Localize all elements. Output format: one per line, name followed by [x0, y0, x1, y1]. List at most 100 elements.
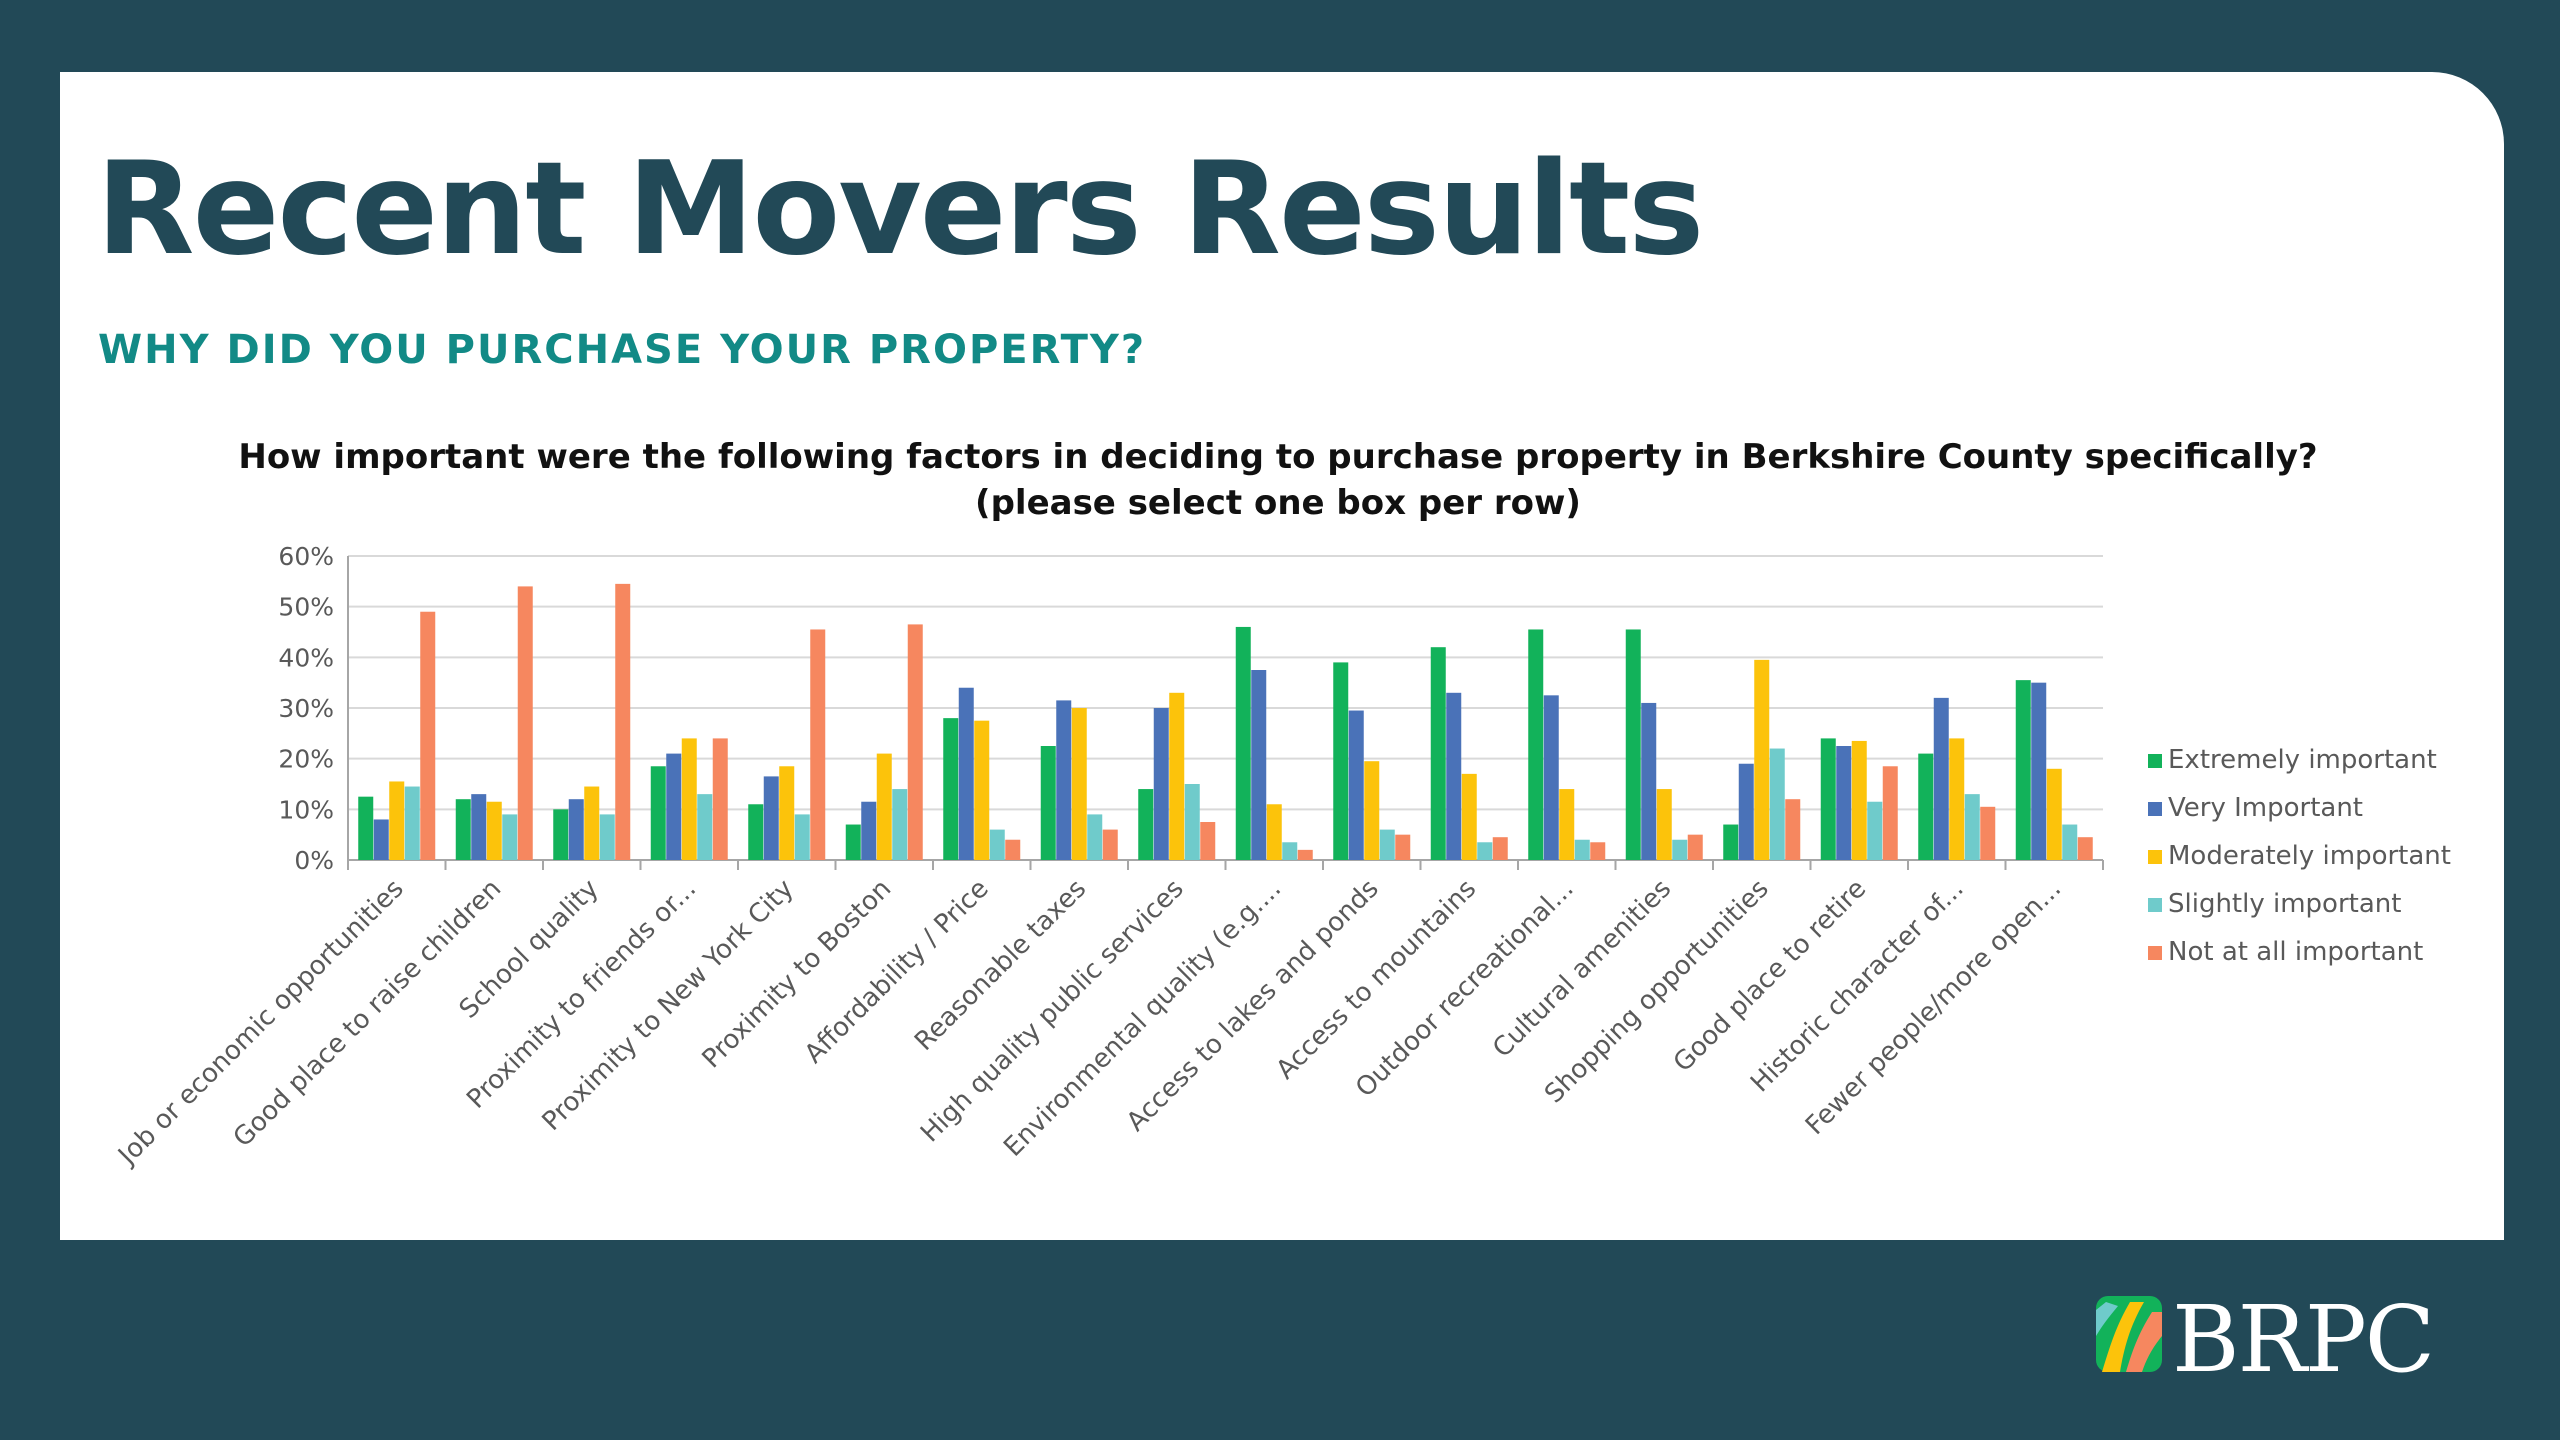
bar [615, 583, 631, 860]
chart-subtitle: (please select one box per row) [975, 483, 1581, 523]
bar [1964, 794, 1980, 860]
y-tick-label: 60% [278, 542, 334, 571]
bar [2062, 824, 2078, 860]
legend-label: Not at all important [2168, 937, 2423, 967]
bar [892, 789, 908, 860]
bar [1687, 834, 1703, 860]
chart-title: How important were the following factors… [238, 437, 2317, 477]
y-tick-label: 10% [278, 795, 334, 824]
legend-swatch [2148, 802, 2162, 816]
bar [876, 753, 892, 860]
legend-swatch [2148, 898, 2162, 912]
x-tick-label: Reasonable taxes [909, 874, 1092, 1057]
slide-title: Recent Movers Results [96, 135, 1704, 284]
bar [404, 786, 420, 860]
bar [584, 786, 600, 860]
x-tick-label: Cultural amenities [1487, 874, 1677, 1064]
legend-swatch [2148, 946, 2162, 960]
bar [1430, 647, 1446, 860]
bar [1364, 761, 1380, 860]
bar [1040, 746, 1056, 860]
bar [1282, 842, 1298, 860]
bar [779, 766, 795, 860]
bar [907, 624, 923, 860]
bar [1543, 695, 1559, 860]
brpc-logo-text: BRPC [2172, 1286, 2435, 1393]
y-tick-label: 30% [278, 694, 334, 723]
x-tick-label: Affordability / Price [799, 874, 995, 1070]
bar [1836, 746, 1852, 860]
bar [697, 794, 713, 860]
bar [1820, 738, 1836, 860]
bar [861, 801, 877, 860]
bars [358, 583, 2093, 860]
legend-label: Moderately important [2168, 841, 2451, 871]
bar [1297, 849, 1313, 860]
legend-swatch [2148, 850, 2162, 864]
bar [1785, 799, 1801, 860]
bar [1379, 829, 1395, 860]
bar [2031, 682, 2047, 860]
bar [1769, 748, 1785, 860]
bar [810, 629, 826, 860]
bar [1574, 839, 1590, 860]
bar [958, 687, 974, 860]
bar [471, 794, 487, 860]
bar [517, 586, 533, 860]
bar [1102, 829, 1118, 860]
x-tick-label: Access to mountains [1271, 874, 1483, 1086]
bar [1461, 773, 1477, 860]
legend-label: Slightly important [2168, 889, 2401, 919]
bar [373, 819, 389, 860]
bar [1672, 839, 1688, 860]
bar [1528, 629, 1544, 860]
bar [1395, 834, 1411, 860]
bar [486, 801, 502, 860]
legend-swatch [2148, 754, 2162, 768]
bar [553, 809, 569, 860]
bar [1949, 738, 1965, 860]
bar [1867, 801, 1883, 860]
bar [1348, 710, 1364, 860]
legend-label: Very Important [2168, 793, 2363, 823]
bar [712, 738, 728, 860]
bar [1087, 814, 1103, 860]
y-tick-label: 0% [294, 846, 334, 875]
bar [1738, 763, 1754, 860]
bar [763, 776, 779, 860]
bar [1723, 824, 1739, 860]
bar [1333, 662, 1349, 860]
bar [1918, 753, 1934, 860]
bar [1492, 837, 1508, 860]
bar [1980, 806, 1996, 860]
legend: Extremely important Very Important Moderat… [2148, 745, 2451, 967]
bar [1138, 789, 1154, 860]
y-tick-label: 40% [278, 643, 334, 672]
bar [1446, 692, 1462, 860]
bar [389, 781, 405, 860]
bar [1235, 626, 1251, 860]
bar [943, 718, 959, 860]
bar [748, 804, 764, 860]
brpc-logo-icon [2096, 1296, 2162, 1372]
bar [1266, 804, 1282, 860]
bar [1851, 740, 1867, 860]
bar [1200, 822, 1216, 860]
bar [1184, 784, 1200, 860]
bar [1656, 789, 1672, 860]
bar [1559, 789, 1575, 860]
bar [2077, 837, 2093, 860]
bar [1625, 629, 1641, 860]
bar [650, 766, 666, 860]
bar [794, 814, 810, 860]
bar [1153, 708, 1169, 860]
bar [455, 799, 471, 860]
bar [845, 824, 861, 860]
bar [1056, 700, 1072, 860]
bar [974, 720, 990, 860]
bar [568, 799, 584, 860]
bar [1169, 692, 1185, 860]
bar [2015, 680, 2031, 860]
